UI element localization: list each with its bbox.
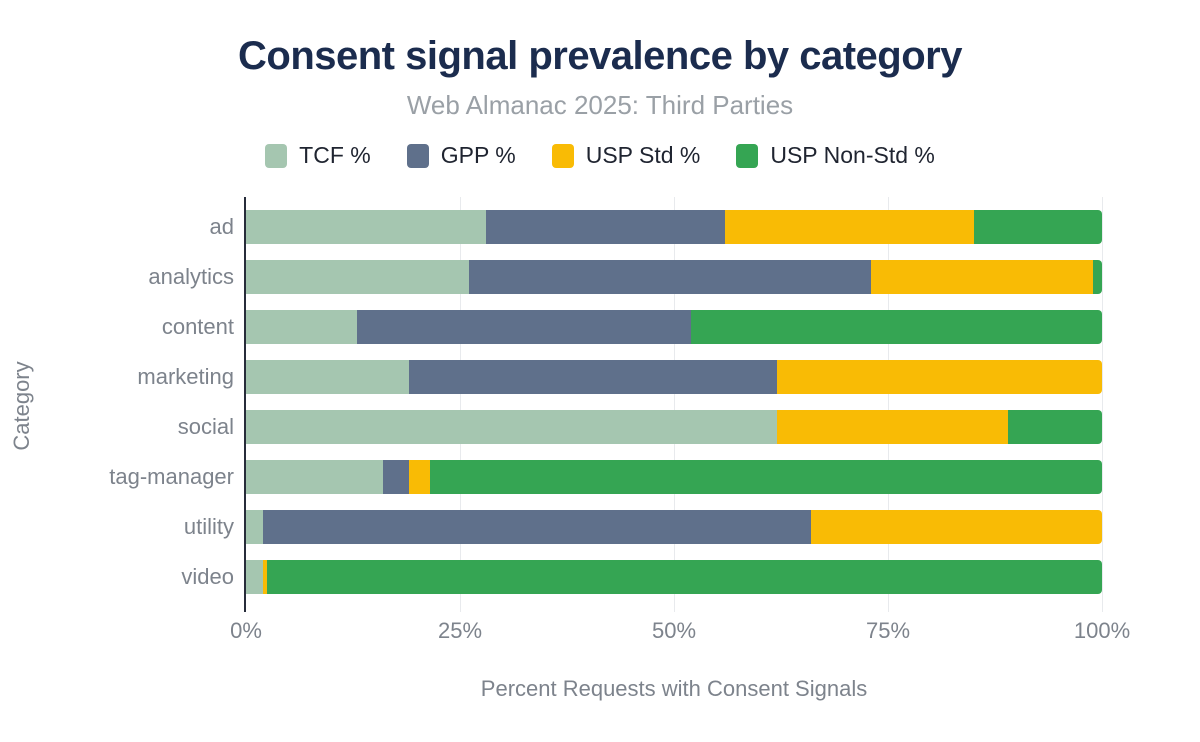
bar-segment [810, 510, 1102, 544]
bar-segment [485, 210, 726, 244]
x-tick-label: 0% [230, 618, 262, 643]
bar-segment [973, 210, 1102, 244]
bar-segment [246, 260, 469, 294]
bar-segment [725, 210, 974, 244]
chart-subtitle: Web Almanac 2025: Third Parties [406, 90, 794, 120]
bar-segment [263, 510, 811, 544]
x-axis-title: Percent Requests with Consent Signals [480, 676, 868, 701]
category-label: social [177, 414, 234, 439]
legend-swatch-icon [551, 143, 574, 168]
gridline [460, 197, 461, 612]
legend-item: USP Non-Std % [736, 142, 935, 169]
bar-segment [382, 460, 409, 494]
category-label: marketing [137, 364, 234, 389]
bar-segment [246, 510, 264, 544]
bar-segment [246, 310, 358, 344]
bar-segment [1007, 410, 1102, 444]
chart-title: Consent signal prevalence by category [238, 34, 962, 78]
category-label: analytics [148, 264, 234, 289]
x-tick-label: 100% [1073, 618, 1131, 643]
legend-item: TCF % [265, 142, 371, 169]
legend-swatch-icon [406, 143, 429, 168]
plot-area [244, 197, 1103, 612]
bar-row-marketing [246, 360, 1102, 394]
x-axis-tick-labels: 0% 25% 50% 75% 100% [230, 618, 1130, 648]
bar-segment [430, 460, 1102, 494]
bar-row-utility [246, 510, 1102, 544]
gridline [674, 197, 675, 612]
legend-label: TCF % [299, 142, 371, 168]
bar-row-video [246, 560, 1102, 594]
y-axis-line [244, 197, 246, 612]
bar-row-tag-manager [246, 460, 1102, 494]
bar-segment [246, 410, 777, 444]
legend-swatch-icon [736, 143, 759, 168]
bar-segment [691, 310, 1102, 344]
bar-segment [246, 360, 409, 394]
gridline [888, 197, 889, 612]
bar-segment [357, 310, 692, 344]
x-tick-label: 75% [865, 618, 911, 643]
category-label: utility [183, 514, 234, 539]
y-axis-title: Category [9, 361, 34, 451]
bar-segment [408, 360, 777, 394]
category-label: ad [209, 214, 234, 239]
bar-row-ad [246, 210, 1102, 244]
bar-row-analytics [246, 260, 1102, 294]
legend-label: USP Non-Std % [770, 142, 935, 168]
bar-segment [870, 260, 1094, 294]
x-tick-label: 50% [651, 618, 697, 643]
bar-segment [776, 360, 1102, 394]
legend-swatch-icon [265, 143, 288, 168]
category-label: video [181, 564, 234, 589]
bar-segment [408, 460, 431, 494]
legend-item: GPP % [406, 142, 516, 169]
bar-segment [776, 410, 1008, 444]
bar-segment [468, 260, 871, 294]
x-tick-label: 25% [437, 618, 483, 643]
legend-item: USP Std % [551, 142, 701, 169]
bar-segment [263, 560, 268, 594]
bar-segment [246, 210, 486, 244]
legend-label: USP Std % [585, 142, 701, 168]
y-axis-category-labels: ad analytics content marketing social tag-man… [0, 197, 234, 612]
category-label: content [161, 314, 234, 339]
bar-segment [246, 460, 383, 494]
legend-label: GPP % [440, 142, 516, 168]
bar-segment [1093, 260, 1102, 294]
gridline [1102, 197, 1103, 612]
bar-segment [246, 560, 264, 594]
bar-segment [267, 560, 1102, 594]
category-label: tag-manager [109, 464, 234, 489]
bar-row-social [246, 410, 1102, 444]
bar-row-content [246, 310, 1102, 344]
chart-legend: TCF % GPP % USP Std % USP Non-Std % [0, 142, 1200, 169]
